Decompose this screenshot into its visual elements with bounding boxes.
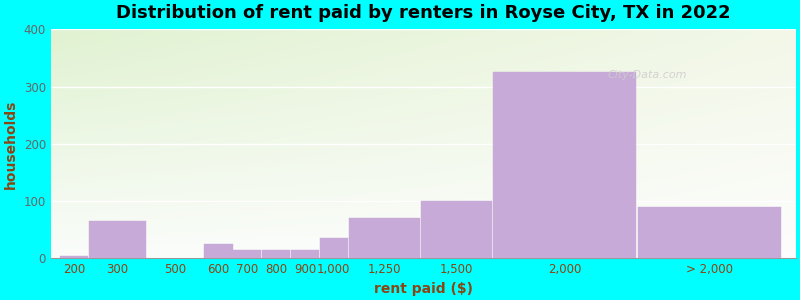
Title: Distribution of rent paid by renters in Royse City, TX in 2022: Distribution of rent paid by renters in … <box>116 4 730 22</box>
Bar <box>290 250 319 258</box>
Bar <box>60 256 88 258</box>
Bar <box>319 238 348 258</box>
Bar <box>349 218 420 258</box>
Bar <box>89 221 146 258</box>
Bar <box>638 207 781 258</box>
Bar <box>421 201 492 258</box>
X-axis label: rent paid ($): rent paid ($) <box>374 282 473 296</box>
Bar <box>233 250 262 258</box>
Bar <box>204 244 233 258</box>
Bar <box>262 250 290 258</box>
Text: City-Data.com: City-Data.com <box>607 70 686 80</box>
Bar <box>494 72 636 258</box>
Y-axis label: households: households <box>4 99 18 188</box>
